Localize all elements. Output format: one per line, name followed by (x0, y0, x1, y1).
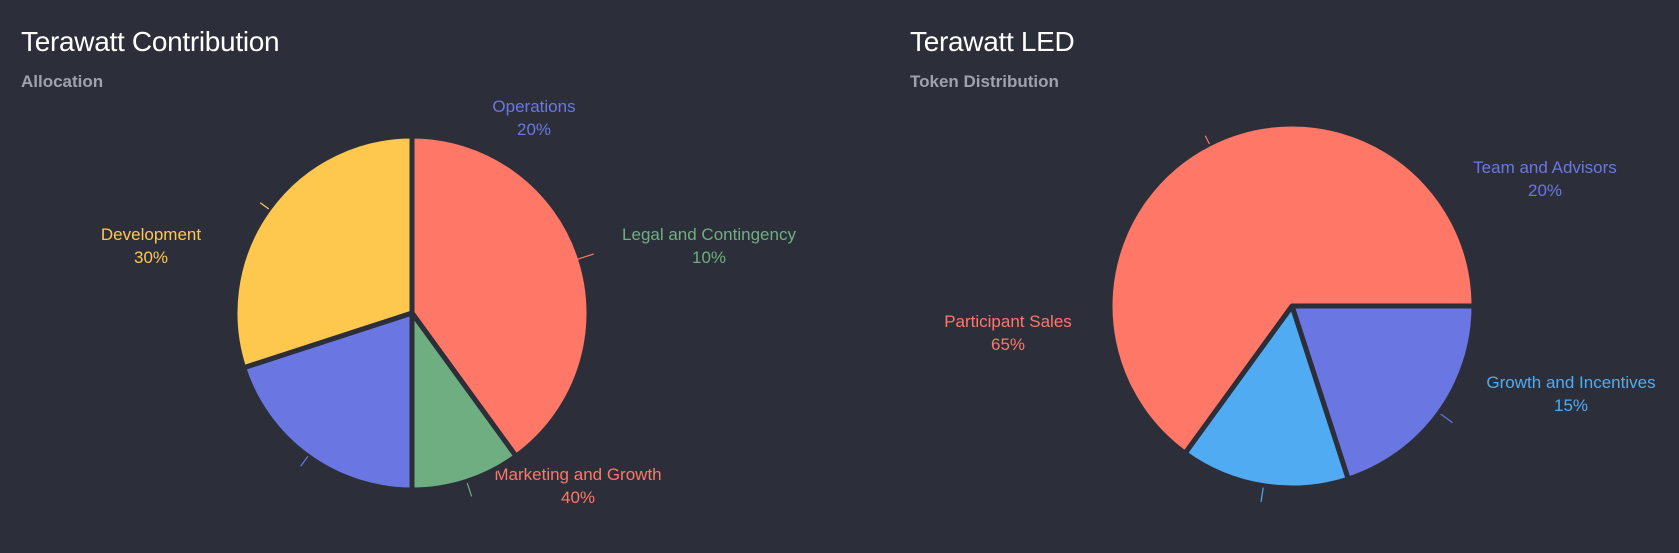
slice-value-label: 10% (692, 248, 726, 267)
label-leader-line (576, 253, 594, 260)
slice-value-label: 65% (991, 335, 1025, 354)
allocation-chart-panel: Terawatt Contribution Allocation Marketi… (21, 26, 797, 507)
slice-name-label: Participant Sales (944, 312, 1072, 331)
label-leader-line (1440, 413, 1453, 424)
label-leader-line (259, 202, 270, 210)
chart-title: Terawatt LED (910, 26, 1075, 57)
slice-value-label: 20% (517, 120, 551, 139)
allocation-pie-chart: Marketing and Growth 40% Legal and Conting… (101, 97, 797, 507)
label-leader-line (466, 482, 473, 497)
slice-name-label: Team and Advisors (1473, 158, 1617, 177)
label-leader-line (1204, 135, 1210, 145)
slice-name-label: Legal and Contingency (622, 225, 796, 244)
pie-slice[interactable] (1182, 303, 1351, 491)
token-distribution-pie-chart: Team and Advisors 20% Growth and Incentive… (944, 121, 1656, 503)
pie-slice[interactable] (232, 133, 415, 371)
slice-value-label: 15% (1554, 396, 1588, 415)
chart-subtitle: Allocation (21, 72, 104, 91)
slice-value-label: 40% (561, 488, 595, 507)
slice-name-label: Operations (492, 97, 575, 116)
slice-value-label: 20% (1528, 181, 1562, 200)
pie-slice[interactable] (241, 310, 415, 493)
slice-name-label: Marketing and Growth (494, 465, 661, 484)
pie-slice[interactable] (409, 310, 519, 493)
slice-value-label: 30% (134, 248, 168, 267)
chart-title: Terawatt Contribution (21, 26, 280, 57)
pie-slice[interactable] (1289, 303, 1477, 482)
label-leader-line (300, 455, 309, 467)
chart-subtitle: Token Distribution (910, 72, 1059, 91)
slice-name-label: Development (101, 225, 201, 244)
label-leader-line (1260, 487, 1264, 503)
pie-slice[interactable] (1107, 121, 1477, 456)
slice-name-label: Growth and Incentives (1486, 373, 1655, 392)
token-distribution-chart-panel: Terawatt LED Token Distribution Team and… (888, 0, 1679, 553)
